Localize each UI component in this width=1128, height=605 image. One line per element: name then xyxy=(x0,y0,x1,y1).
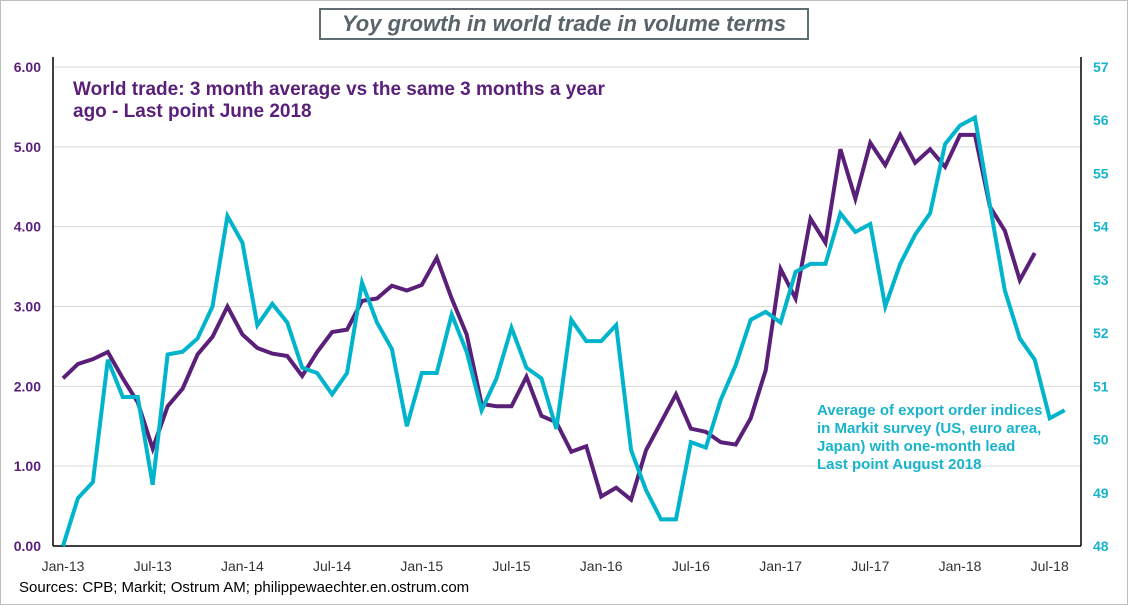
world-trade-line xyxy=(61,130,1037,504)
x-tick-label: Jan-14 xyxy=(221,558,264,574)
export-orders-last-point: Last point August 2018 xyxy=(817,456,982,473)
x-tick-label: Jul-13 xyxy=(134,558,172,574)
world-trade-annotation: World trade: 3 month average vs the same… xyxy=(73,79,605,122)
x-tick-label: Jul-14 xyxy=(313,558,351,574)
left-tick-label: 6.00 xyxy=(14,59,41,75)
x-tick-label: Jul-17 xyxy=(851,558,889,574)
right-tick-label: 48 xyxy=(1093,538,1109,554)
export-orders-line xyxy=(61,114,1066,547)
x-tick-label: Jan-15 xyxy=(400,558,443,574)
right-tick-label: 49 xyxy=(1093,485,1109,501)
left-tick-label: 3.00 xyxy=(14,299,41,315)
x-tick-label: Jul-15 xyxy=(492,558,530,574)
x-tick-label: Jan-18 xyxy=(939,558,982,574)
right-tick-label: 50 xyxy=(1093,432,1109,448)
right-tick-label: 56 xyxy=(1093,112,1109,128)
left-tick-label: 2.00 xyxy=(14,378,41,394)
x-tick-label: Jan-17 xyxy=(759,558,802,574)
x-tick-label: Jan-16 xyxy=(580,558,623,574)
left-tick-label: 0.00 xyxy=(14,538,41,554)
left-tick-label: 1.00 xyxy=(14,458,41,474)
right-tick-label: 52 xyxy=(1093,325,1109,341)
sources-note: Sources: CPB; Markit; Ostrum AM; philipp… xyxy=(19,579,470,596)
right-tick-label: 53 xyxy=(1093,272,1109,288)
export-orders-annotation: Average of export order indices in Marki… xyxy=(817,402,1057,474)
right-tick-label: 54 xyxy=(1093,219,1109,235)
x-tick-label: Jul-18 xyxy=(1031,558,1069,574)
chart-title: Yoy growth in world trade in volume term… xyxy=(319,8,809,40)
right-tick-label: 57 xyxy=(1093,59,1109,75)
right-tick-label: 55 xyxy=(1093,165,1109,181)
x-tick-label: Jul-16 xyxy=(672,558,710,574)
x-tick-label: Jan-13 xyxy=(42,558,85,574)
right-tick-label: 51 xyxy=(1093,378,1109,394)
export-orders-text: Average of export order indices in Marki… xyxy=(817,402,1043,455)
left-tick-label: 4.00 xyxy=(14,219,41,235)
left-tick-label: 5.00 xyxy=(14,139,41,155)
